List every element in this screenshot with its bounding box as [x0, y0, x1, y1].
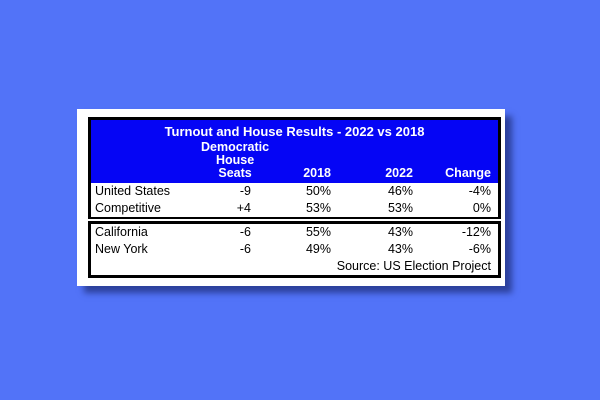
column-header-2018: 2018 [303, 166, 331, 180]
turnout-2018-value: 53% [305, 201, 331, 215]
table-row-new-york: New York -6 49% 43% -6% [91, 241, 498, 258]
turnout-2022-value: 46% [387, 184, 413, 198]
column-header-democratic-house-seats-text: Democratic House Seats [201, 140, 270, 180]
column-header-2022: 2022 [385, 166, 413, 180]
seats-value: +4 [236, 201, 251, 215]
seats-value: -9 [239, 184, 251, 198]
seats-value: -6 [239, 225, 251, 239]
change-value: -6% [468, 242, 491, 256]
turnout-2022-value: 53% [387, 201, 413, 215]
row-label: California [95, 225, 148, 239]
turnout-2022-value: 43% [387, 242, 413, 256]
table-header-row: Democratic House Seats 2018 2022 Change [91, 141, 498, 183]
table-title: Turnout and House Results - 2022 vs 2018 [91, 120, 498, 141]
change-value: -4% [468, 184, 491, 198]
row-label: Competitive [95, 201, 161, 215]
national-table-section: Turnout and House Results - 2022 vs 2018… [88, 117, 501, 219]
table-card: Turnout and House Results - 2022 vs 2018… [77, 109, 505, 286]
turnout-2018-value: 55% [305, 225, 331, 239]
column-header-change: Change [445, 166, 491, 180]
source-attribution: Source: US Election Project [336, 259, 491, 273]
turnout-2022-value: 43% [387, 225, 413, 239]
states-table-section: California -6 55% 43% -12% New York -6 4… [88, 221, 501, 278]
turnout-2018-value: 49% [305, 242, 331, 256]
turnout-2018-value: 50% [305, 184, 331, 198]
change-value: 0% [472, 201, 491, 215]
column-header-democratic-house-seats: Democratic House Seats [201, 141, 269, 180]
seats-value: -6 [239, 242, 251, 256]
row-label: New York [95, 242, 148, 256]
change-value: -12% [461, 225, 491, 239]
table-row-california: California -6 55% 43% -12% [91, 224, 498, 241]
table-row-competitive: Competitive +4 53% 53% 0% [91, 200, 498, 217]
table-row-united-states: United States -9 50% 46% -4% [91, 183, 498, 200]
row-label: United States [95, 184, 171, 198]
